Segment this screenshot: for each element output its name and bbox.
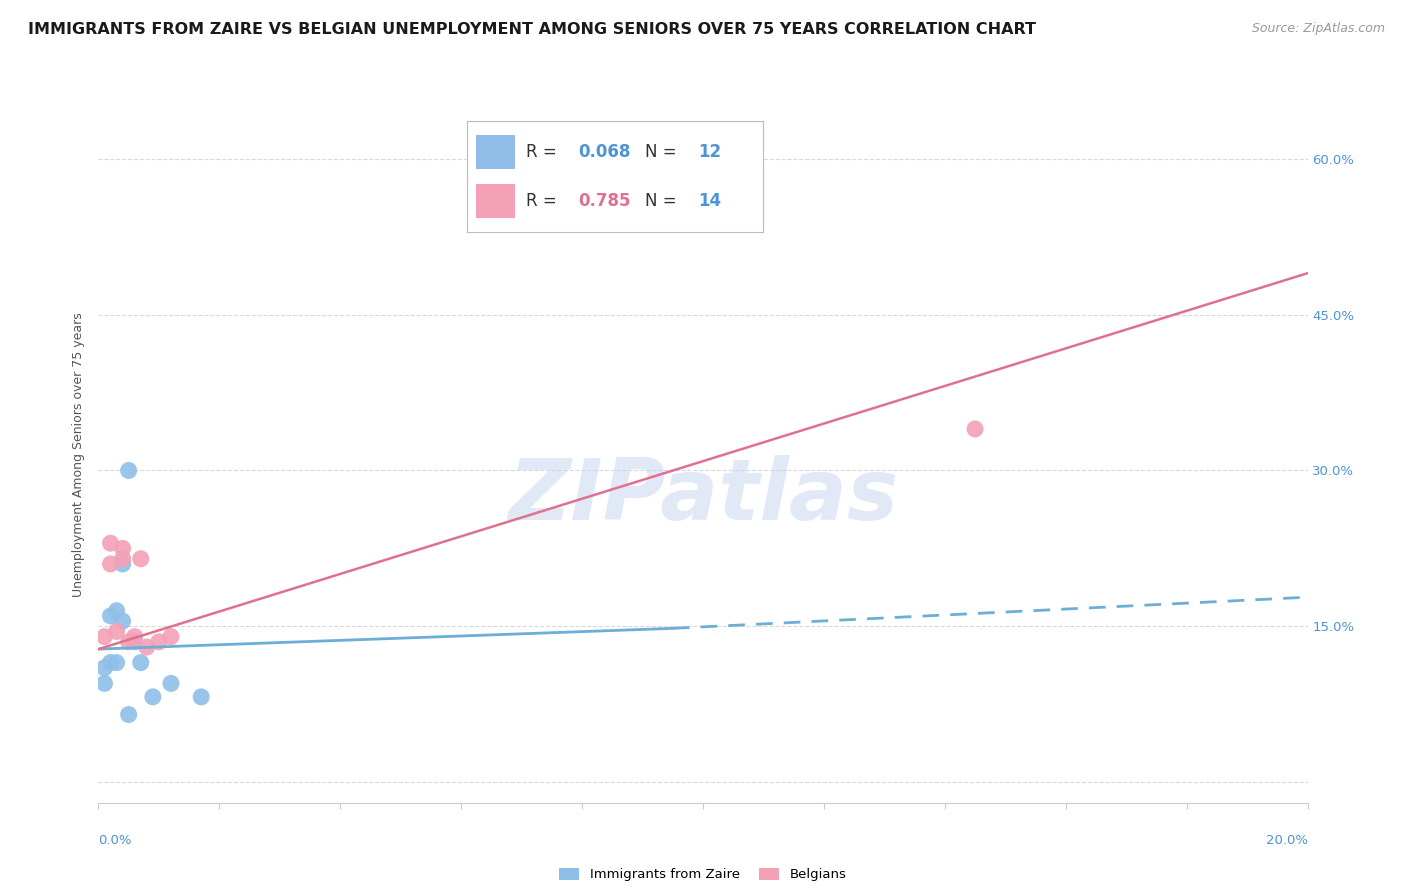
Point — [129, 551, 152, 566]
Text: Source: ZipAtlas.com: Source: ZipAtlas.com — [1251, 22, 1385, 36]
Point — [124, 635, 146, 649]
Y-axis label: Unemployment Among Seniors over 75 years: Unemployment Among Seniors over 75 years — [72, 312, 86, 598]
Point — [100, 557, 122, 571]
Point — [118, 635, 141, 649]
Point — [111, 557, 134, 571]
Point — [93, 676, 115, 690]
Legend: Immigrants from Zaire, Belgians: Immigrants from Zaire, Belgians — [554, 863, 852, 887]
Point — [118, 463, 141, 477]
Point — [124, 630, 146, 644]
Point — [118, 707, 141, 722]
Point — [100, 608, 122, 623]
Point — [105, 604, 128, 618]
Point — [160, 676, 183, 690]
Point — [692, 157, 714, 171]
Point — [111, 551, 134, 566]
Point — [105, 656, 128, 670]
Point — [142, 690, 165, 704]
Point — [93, 661, 115, 675]
Point — [190, 690, 212, 704]
Text: 20.0%: 20.0% — [1265, 834, 1308, 847]
Text: 0.0%: 0.0% — [98, 834, 132, 847]
Point — [105, 624, 128, 639]
Point — [160, 630, 183, 644]
Point — [100, 536, 122, 550]
Point — [111, 541, 134, 556]
Text: IMMIGRANTS FROM ZAIRE VS BELGIAN UNEMPLOYMENT AMONG SENIORS OVER 75 YEARS CORREL: IMMIGRANTS FROM ZAIRE VS BELGIAN UNEMPLO… — [28, 22, 1036, 37]
Point — [100, 656, 122, 670]
Point — [111, 614, 134, 628]
Point — [129, 656, 152, 670]
Point — [93, 630, 115, 644]
Point — [135, 640, 157, 654]
Text: ZIPatlas: ZIPatlas — [508, 455, 898, 538]
Point — [148, 635, 170, 649]
Point — [965, 422, 987, 436]
